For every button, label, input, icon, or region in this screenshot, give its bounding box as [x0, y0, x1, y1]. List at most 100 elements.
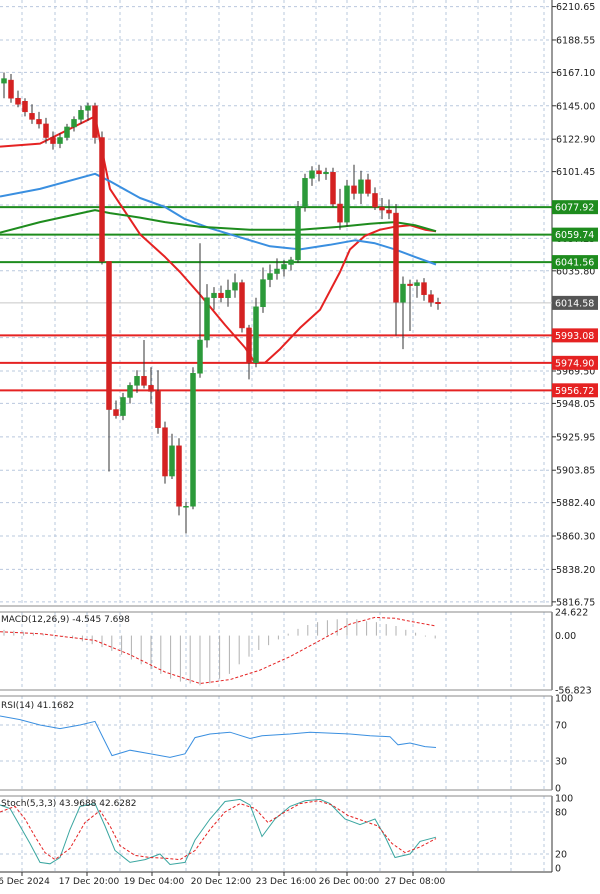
level-box	[552, 383, 598, 398]
level-box	[552, 227, 598, 242]
candle-body	[323, 172, 329, 175]
rsi-panel: 100 70 30 0 RSI(14) 41.1682	[0, 694, 573, 795]
rsi-label: RSI(14) 41.1682	[1, 701, 74, 711]
panel-separator	[0, 606, 600, 612]
candle-body	[204, 297, 210, 341]
candle-body	[92, 105, 98, 138]
candle-body	[309, 170, 315, 179]
moving-average-line	[0, 172, 437, 266]
candle-body	[316, 170, 322, 175]
stoch-d-line	[0, 800, 437, 861]
rsi-tick-label: 70	[555, 721, 567, 732]
price-tick-label: 6210.65	[556, 2, 595, 13]
candle-body	[239, 282, 245, 329]
price-tick-label: 6145.00	[556, 101, 595, 112]
candle-body	[106, 261, 112, 410]
candle-body	[253, 306, 259, 363]
grid-lines	[0, 0, 552, 872]
macd-tick-label: 24.622	[555, 608, 588, 619]
time-axis: 6 Dec 2024 17 Dec 20:00 19 Dec 04:00 20 Dec…	[0, 872, 446, 887]
macd-label: MACD(12,26,9) -4.545 7.698	[1, 615, 130, 625]
candle-body	[393, 212, 399, 303]
level-box-label: 5993.08	[555, 331, 594, 342]
candle-body	[218, 292, 224, 298]
time-tick-label: 27 Dec 08:00	[385, 877, 446, 887]
price-tick-label: 6101.45	[556, 167, 595, 178]
candle-body	[8, 79, 14, 99]
price-tick-label: 5948.05	[556, 399, 595, 410]
candle-body	[435, 301, 441, 305]
price-tick-label: 6167.10	[556, 68, 595, 79]
rsi-tick-label: 30	[555, 757, 567, 768]
candle-body	[50, 137, 56, 144]
time-tick-label: 20 Dec 12:00	[191, 877, 252, 887]
candle-body	[337, 203, 343, 223]
level-box-label: 6041.56	[555, 258, 594, 269]
stoch-tick-label: 0	[555, 864, 561, 875]
time-tick-label: 6 Dec 2024	[0, 877, 50, 887]
level-box	[552, 255, 598, 270]
candle-body	[407, 283, 413, 286]
price-tick-label: 5816.75	[556, 597, 595, 608]
candle-body	[176, 445, 182, 507]
candle-body	[85, 105, 91, 111]
candle-body	[358, 179, 364, 194]
candle-body	[351, 185, 357, 194]
candle-body	[78, 110, 84, 120]
time-tick-label: 19 Dec 04:00	[124, 877, 185, 887]
level-box-label: 6077.92	[555, 203, 594, 214]
candle-body	[197, 339, 203, 374]
macd-panel: 24.622 0.00 -56.823 MACD(12,26,9) -4.545 7.…	[0, 608, 592, 697]
candle-body	[225, 289, 231, 298]
candle-body	[386, 209, 392, 214]
candle-body	[302, 178, 308, 208]
level-box-label: 5956.72	[555, 386, 594, 397]
moving-average-line	[0, 209, 437, 234]
candle-body	[330, 172, 336, 205]
price-tick-label: 6035.80	[556, 266, 595, 277]
candle-body	[64, 126, 70, 138]
macd-signal-line	[0, 616, 437, 685]
support-resistance-lines	[0, 206, 552, 392]
candle-body	[15, 97, 21, 105]
stoch-panel: 100 80 20 0 Stoch(5,3,3) 43.9688 42.6282	[0, 794, 573, 875]
price-tick-label: 5925.95	[556, 432, 595, 443]
candles	[1, 72, 441, 534]
candle-body	[232, 282, 238, 291]
price-tick-label: 5838.20	[556, 565, 595, 576]
candle-body	[421, 282, 427, 295]
level-box-label: 5974.90	[555, 358, 594, 369]
candle-body	[29, 113, 35, 120]
candle-body	[281, 264, 287, 270]
candle-body	[36, 119, 42, 125]
rsi-tick-label: 0	[555, 784, 561, 795]
candle-body	[155, 391, 161, 428]
panel-frames	[0, 0, 600, 873]
price-tick-label: 5860.30	[556, 532, 595, 543]
candle-body	[134, 376, 140, 386]
candle-body	[274, 268, 280, 274]
candle-body	[57, 137, 63, 144]
candle-body	[211, 292, 217, 298]
candle-body	[99, 137, 105, 262]
level-box-label: 6059.74	[555, 230, 594, 241]
candle-body	[120, 397, 126, 416]
candle-body	[260, 279, 266, 308]
candle-body	[127, 385, 133, 398]
rsi-line	[0, 715, 437, 758]
candle-body	[190, 373, 196, 507]
candle-body	[428, 294, 434, 303]
level-box	[552, 295, 598, 310]
panel-separator	[0, 690, 600, 696]
price-tick-label: 6188.55	[556, 35, 595, 46]
candle-body	[141, 376, 147, 386]
stoch-k-line	[0, 798, 437, 866]
price-tick-label: 5969.50	[556, 367, 595, 378]
level-box	[552, 328, 598, 343]
candle-body	[113, 409, 119, 416]
candle-body	[288, 259, 294, 265]
price-tick-label: 6122.90	[556, 135, 595, 146]
candle-body	[183, 506, 189, 508]
